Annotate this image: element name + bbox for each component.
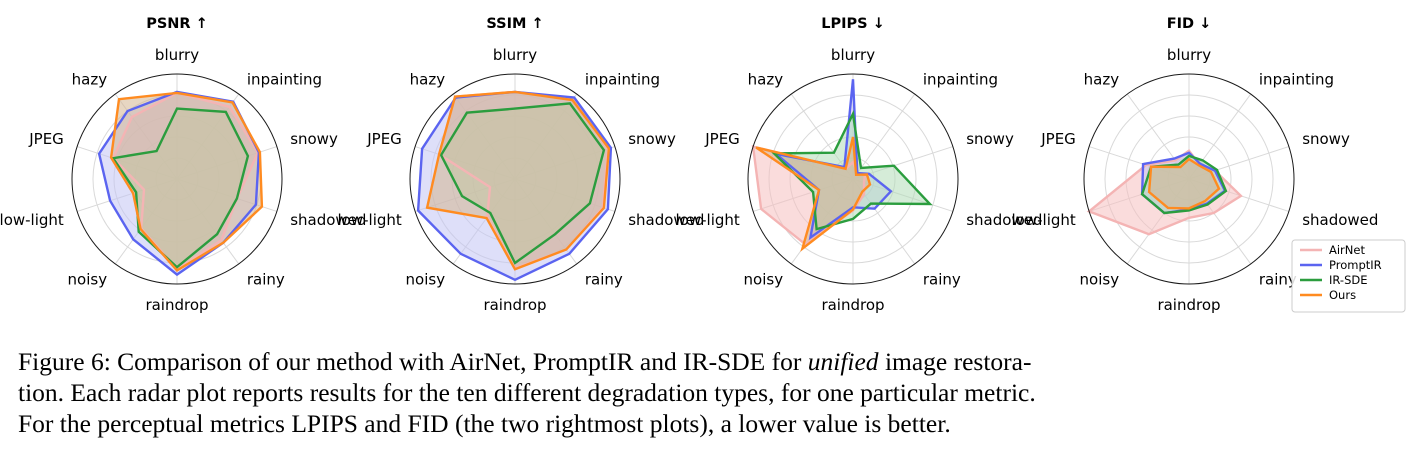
caption-line-2: tion. Each radar plot reports results fo… bbox=[18, 378, 1036, 407]
axis-label-raindrop: raindrop bbox=[483, 296, 546, 314]
axis-label-blurry: blurry bbox=[493, 46, 537, 64]
radar-frame bbox=[409, 73, 621, 285]
series-line-ours bbox=[109, 91, 264, 272]
caption-emphasis: unified bbox=[807, 347, 879, 376]
series-line-ours bbox=[425, 90, 611, 271]
axis-label-jpeg: JPEG bbox=[1040, 130, 1076, 148]
caption-line-1: Figure 6: Comparison of our method with … bbox=[18, 346, 1410, 377]
axis-label-hazy: hazy bbox=[1084, 71, 1120, 89]
series-line-ir-sde bbox=[439, 102, 606, 265]
axis-label-hazy: hazy bbox=[748, 71, 784, 89]
radar-chart-ssim: SSIM ↑ blurry inpainting snowy shadowed rainy… bbox=[338, 16, 705, 314]
axis-label-noisy: noisy bbox=[68, 270, 108, 288]
axis-label-jpeg: JPEG bbox=[704, 130, 740, 148]
axis-label-blurry: blurry bbox=[1167, 46, 1211, 64]
radar-frame bbox=[747, 73, 959, 285]
series-fill-ours bbox=[111, 92, 262, 271]
caption-label: Figure 6: bbox=[18, 347, 111, 376]
caption-text-1a: Comparison of our method with AirNet, Pr… bbox=[117, 347, 802, 376]
axis-label-inpainting: inpainting bbox=[923, 71, 998, 89]
legend-label-ours: Ours bbox=[1329, 288, 1356, 302]
series-line-promptir bbox=[416, 90, 613, 282]
series-line-ir-sde bbox=[111, 107, 250, 269]
axis-label-inpainting: inpainting bbox=[1259, 71, 1334, 89]
axis-label-shadowed: shadowed bbox=[966, 211, 1042, 229]
axis-label-shadowed: shadowed bbox=[1302, 211, 1378, 229]
chart-title: PSNR ↑ bbox=[146, 16, 208, 32]
axis-label-noisy: noisy bbox=[1080, 270, 1120, 288]
axis-label-rainy: rainy bbox=[923, 270, 961, 288]
series-line-ours bbox=[755, 136, 872, 252]
chart-title: SSIM ↑ bbox=[486, 16, 543, 32]
axis-label-jpeg: JPEG bbox=[366, 130, 402, 148]
legend-label-ir-sde: IR-SDE bbox=[1329, 273, 1368, 287]
axis-label-snowy: snowy bbox=[628, 130, 676, 148]
caption-text-1b: image restora- bbox=[884, 347, 1032, 376]
grid-spoke bbox=[852, 93, 916, 180]
radar-frame bbox=[71, 73, 283, 285]
axis-label-low-light: low-light bbox=[676, 211, 740, 229]
axis-label-shadowed: shadowed bbox=[290, 211, 366, 229]
axis-label-shadowed: shadowed bbox=[628, 211, 704, 229]
axis-label-snowy: snowy bbox=[966, 130, 1014, 148]
axis-label-low-light: low-light bbox=[0, 211, 64, 229]
axis-label-rainy: rainy bbox=[247, 270, 285, 288]
axis-label-blurry: blurry bbox=[831, 46, 875, 64]
caption-line-3: For the perceptual metrics LPIPS and FID… bbox=[18, 409, 951, 438]
axis-label-raindrop: raindrop bbox=[145, 296, 208, 314]
axis-label-inpainting: inpainting bbox=[585, 71, 660, 89]
axis-label-snowy: snowy bbox=[290, 130, 338, 148]
series-line-ours bbox=[1147, 157, 1221, 210]
axis-label-rainy: rainy bbox=[585, 270, 623, 288]
axis-label-noisy: noisy bbox=[406, 270, 446, 288]
axis-label-low-light: low-light bbox=[1012, 211, 1076, 229]
axis-label-snowy: snowy bbox=[1302, 130, 1350, 148]
axis-label-rainy: rainy bbox=[1259, 270, 1297, 288]
axis-label-jpeg: JPEG bbox=[28, 130, 64, 148]
legend-label-airnet: AirNet bbox=[1329, 243, 1365, 257]
axis-label-noisy: noisy bbox=[744, 270, 784, 288]
axis-label-hazy: hazy bbox=[72, 71, 108, 89]
radar-chart-fid: FID ↓ blurry inpainting snowy shadowed rainy r… bbox=[1012, 16, 1379, 314]
series-fill-ours bbox=[1149, 159, 1219, 209]
figure-caption: Figure 6: Comparison of our method with … bbox=[18, 346, 1410, 439]
radar-figure: PSNR ↑ blurry inpainting snowy shadowed rainy… bbox=[0, 16, 1406, 314]
series-line-ir-sde bbox=[771, 109, 933, 231]
axis-label-raindrop: raindrop bbox=[1157, 296, 1220, 314]
axis-label-hazy: hazy bbox=[410, 71, 446, 89]
axis-label-blurry: blurry bbox=[155, 46, 199, 64]
axis-label-low-light: low-light bbox=[338, 211, 402, 229]
axis-label-inpainting: inpainting bbox=[247, 71, 322, 89]
legend-label-promptir: PromptIR bbox=[1329, 258, 1382, 272]
chart-title: FID ↓ bbox=[1167, 16, 1212, 32]
radar-chart-psnr: PSNR ↑ blurry inpainting snowy shadowed rainy… bbox=[0, 16, 366, 314]
series-fill-ours bbox=[427, 91, 609, 270]
axis-label-raindrop: raindrop bbox=[821, 296, 884, 314]
radar-chart-lpips: LPIPS ↓ blurry inpainting snowy shadowed rain… bbox=[676, 16, 1043, 314]
chart-title: LPIPS ↓ bbox=[821, 16, 885, 32]
radar-frame bbox=[1083, 73, 1295, 285]
